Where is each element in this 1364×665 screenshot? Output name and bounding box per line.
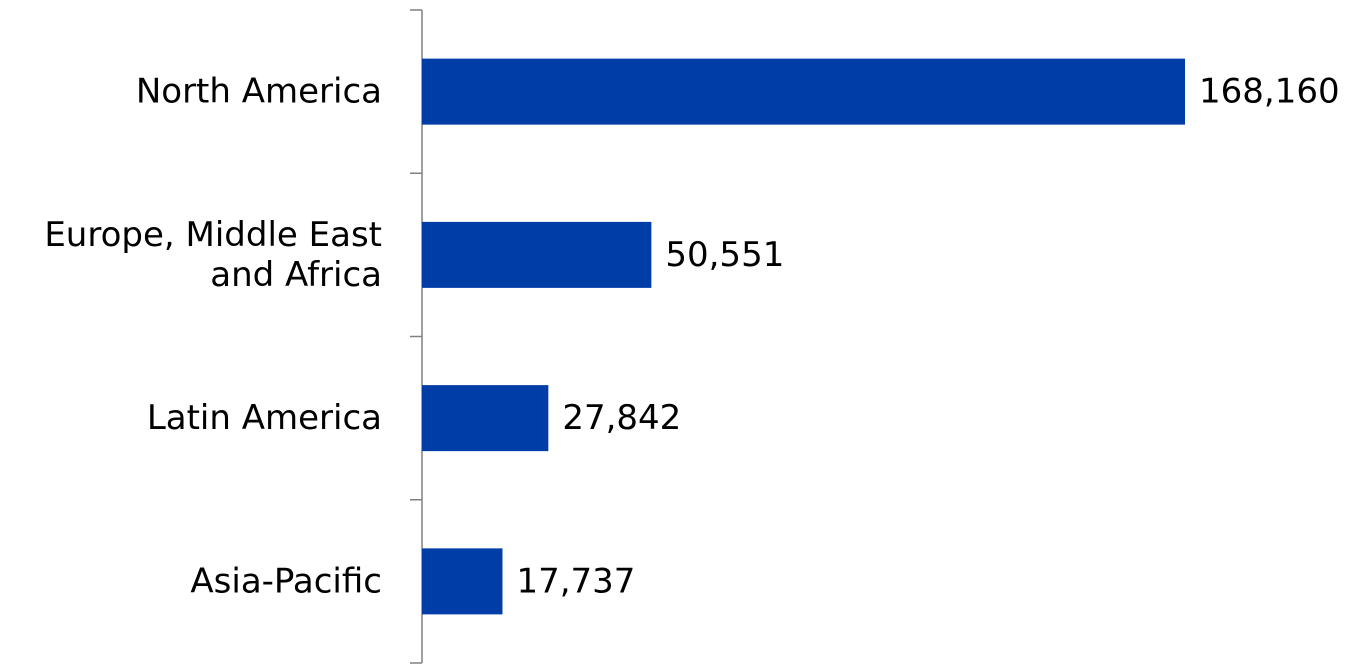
bar — [422, 548, 503, 615]
category-label: North America — [136, 72, 382, 112]
bar — [422, 385, 549, 452]
data-label: 50,551 — [665, 235, 784, 275]
value-labels: 168,160 50,551 27,842 17,737 — [516, 72, 1339, 602]
bar-series — [422, 58, 1185, 615]
data-label: 17,737 — [516, 561, 635, 601]
category-axis — [410, 9, 423, 664]
data-label: 27,842 — [562, 398, 681, 438]
data-label: 168,160 — [1199, 72, 1340, 112]
category-label: and Africa — [210, 255, 382, 295]
bar — [422, 221, 652, 288]
category-label: Europe, Middle East — [44, 215, 382, 255]
bar — [422, 58, 1185, 125]
category-label: Asia-Pacific — [190, 561, 382, 601]
category-label: Latin America — [147, 398, 382, 438]
